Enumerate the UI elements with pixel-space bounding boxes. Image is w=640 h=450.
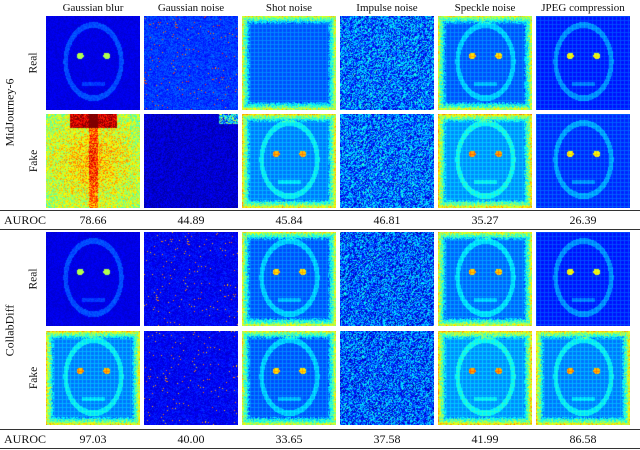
dataset-label-midjourney: MidJourney-6 [2,78,17,146]
heatmap-collabdiff-fake-jpeg [536,331,630,425]
auroc-value: 46.81 [373,213,401,227]
heatmap-collabdiff-real-gaussian-noise [144,232,238,326]
row-label-real: Real [28,268,41,290]
heatmap-collabdiff-fake-impulse-noise [340,331,434,425]
auroc-value: 44.89 [177,213,205,227]
column-header-jpeg-compression: JPEG compression [541,2,625,14]
auroc-label-midjourney: AUROC [4,213,47,227]
row-label-fake: Fake [28,149,41,173]
rule-auroc-top-2 [0,429,640,430]
auroc-value: 45.84 [275,213,303,227]
rule-group-separator [0,229,640,230]
heatmap-collabdiff-fake-gaussian-noise [144,331,238,425]
column-header-gaussian-blur: Gaussian blur [62,2,124,14]
heatmap-collabdiff-real-impulse-noise [340,232,434,326]
auroc-value: 86.58 [569,432,597,446]
heatmap-midjourney-fake-speckle-noise [438,114,532,208]
auroc-value: 78.66 [79,213,107,227]
heatmap-midjourney-real-jpeg [536,16,630,110]
heatmap-midjourney-real-gaussian-noise [144,16,238,110]
heatmap-collabdiff-real-gaussian-blur [46,232,140,326]
auroc-label-collabdiff: AUROC [4,432,47,446]
dataset-label-collabdiff: CollabDiff [2,304,17,356]
auroc-value: 33.65 [275,432,303,446]
heatmap-midjourney-fake-gaussian-noise [144,114,238,208]
auroc-value: 35.27 [471,213,499,227]
row-label-fake: Fake [28,366,41,390]
column-header-impulse-noise: Impulse noise [356,2,418,14]
heatmap-midjourney-real-gaussian-blur [46,16,140,110]
auroc-value: 40.00 [177,432,205,446]
heatmap-midjourney-real-impulse-noise [340,16,434,110]
rule-bottom [0,448,640,449]
heatmap-collabdiff-real-shot-noise [242,232,336,326]
heatmap-collabdiff-fake-shot-noise [242,331,336,425]
column-header-gaussian-noise: Gaussian noise [157,2,225,14]
rule-auroc-top-1 [0,210,640,211]
heatmap-midjourney-fake-jpeg [536,114,630,208]
heatmap-collabdiff-fake-gaussian-blur [46,331,140,425]
column-header-shot-noise: Shot noise [265,2,313,14]
heatmap-midjourney-real-speckle-noise [438,16,532,110]
heatmap-midjourney-fake-shot-noise [242,114,336,208]
heatmap-midjourney-real-shot-noise [242,16,336,110]
heatmap-collabdiff-real-jpeg [536,232,630,326]
heatmap-midjourney-fake-gaussian-blur [46,114,140,208]
heatmap-collabdiff-fake-speckle-noise [438,331,532,425]
heatmap-midjourney-fake-impulse-noise [340,114,434,208]
row-label-real: Real [28,52,41,74]
auroc-value: 26.39 [569,213,597,227]
column-header-speckle-noise: Speckle noise [454,2,516,14]
heatmap-collabdiff-real-speckle-noise [438,232,532,326]
auroc-value: 97.03 [79,432,107,446]
auroc-value: 37.58 [373,432,401,446]
auroc-value: 41.99 [471,432,499,446]
